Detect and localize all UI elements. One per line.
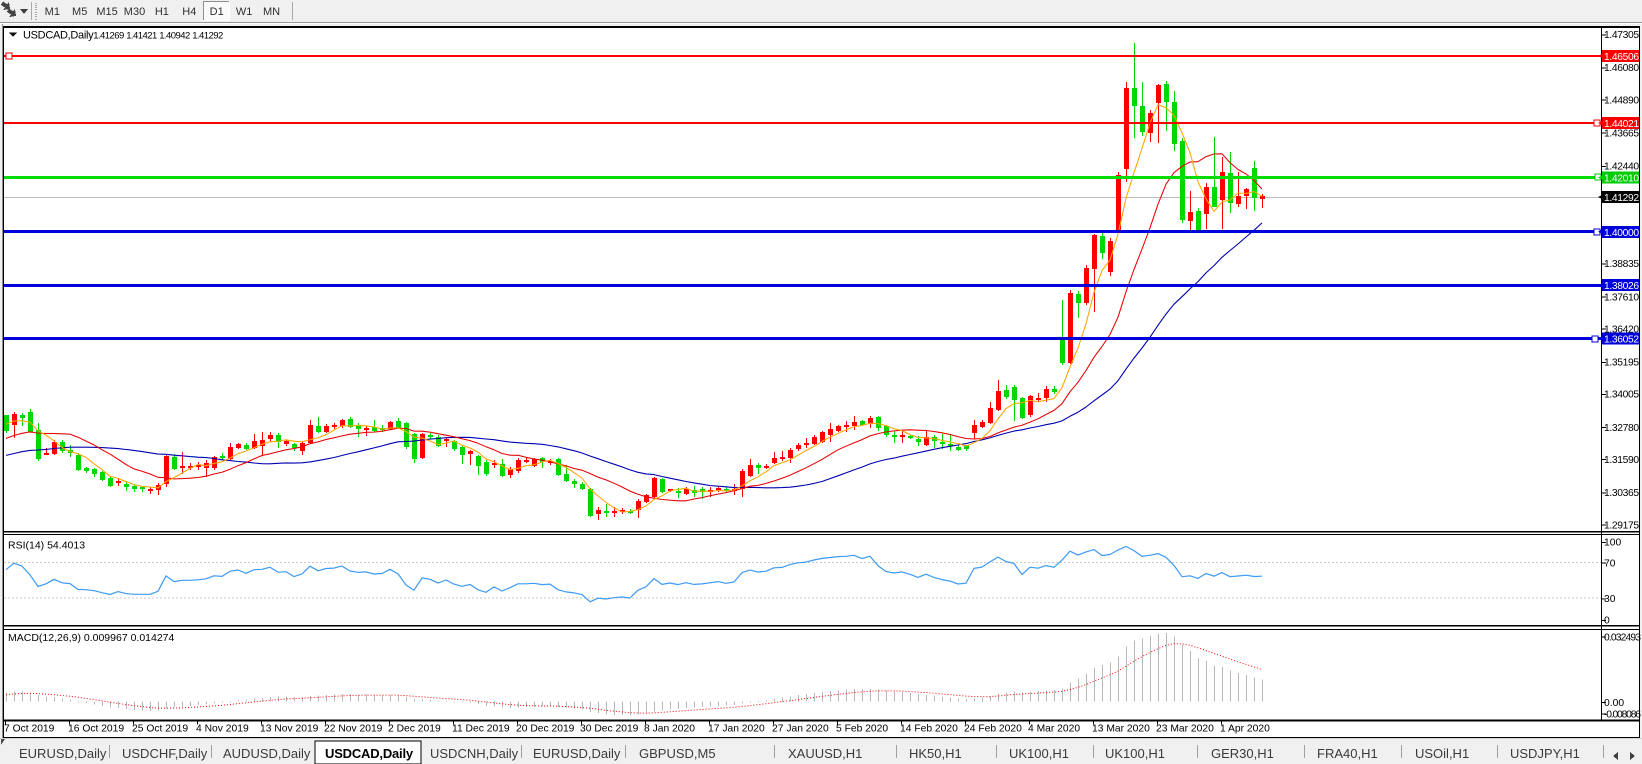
svg-text:MACD(12,26,9) 0.009967 0.01427: MACD(12,26,9) 0.009967 0.014274 [8, 632, 175, 644]
svg-text:USOil,H1: USOil,H1 [1415, 746, 1469, 761]
svg-text:1.29175: 1.29175 [1604, 520, 1639, 531]
svg-text:M15: M15 [96, 6, 117, 18]
svg-text:1.44890: 1.44890 [1604, 95, 1639, 106]
svg-text:17 Jan 2020: 17 Jan 2020 [708, 724, 765, 735]
svg-text:1.38026: 1.38026 [1604, 281, 1639, 292]
svg-text:1.40942: 1.40942 [159, 31, 190, 42]
svg-text:1.31590: 1.31590 [1604, 455, 1639, 466]
svg-text:H4: H4 [182, 6, 196, 18]
svg-text:25 Oct 2019: 25 Oct 2019 [132, 724, 188, 735]
svg-text:2 Dec 2019: 2 Dec 2019 [388, 724, 441, 735]
svg-text:MN: MN [263, 6, 280, 18]
svg-text:USDCAD,Daily: USDCAD,Daily [325, 746, 414, 761]
svg-text:M1: M1 [45, 6, 60, 18]
svg-text:14 Feb 2020: 14 Feb 2020 [900, 724, 958, 735]
svg-text:0: 0 [1604, 616, 1610, 627]
svg-text:1.37610: 1.37610 [1604, 292, 1639, 303]
svg-text:1.41292: 1.41292 [192, 31, 223, 42]
svg-text:1.44021: 1.44021 [1604, 119, 1639, 130]
svg-text:1.36052: 1.36052 [1604, 335, 1639, 346]
svg-text:1.43665: 1.43665 [1604, 129, 1639, 140]
svg-text:H1: H1 [155, 6, 169, 18]
svg-text:1.30365: 1.30365 [1604, 488, 1639, 499]
svg-text:70: 70 [1604, 558, 1616, 569]
svg-text:8 Jan 2020: 8 Jan 2020 [644, 724, 695, 735]
svg-text:HK50,H1: HK50,H1 [909, 746, 962, 761]
svg-text:D1: D1 [210, 6, 224, 18]
svg-text:1.46506: 1.46506 [1604, 52, 1639, 63]
svg-text:0.00: 0.00 [1604, 698, 1624, 709]
svg-text:5 Feb 2020: 5 Feb 2020 [836, 724, 888, 735]
svg-text:USDJPY,H1: USDJPY,H1 [1510, 746, 1580, 761]
svg-text:4 Nov 2019: 4 Nov 2019 [196, 724, 249, 735]
svg-text:30 Dec 2019: 30 Dec 2019 [580, 724, 639, 735]
svg-text:1.41269: 1.41269 [93, 31, 124, 42]
svg-text:USDCNH,Daily: USDCNH,Daily [430, 746, 519, 761]
svg-text:-0.008086: -0.008086 [1604, 709, 1641, 720]
svg-text:1.35195: 1.35195 [1604, 358, 1639, 369]
svg-text:EURUSD,Daily: EURUSD,Daily [19, 746, 107, 761]
svg-text:20 Dec 2019: 20 Dec 2019 [516, 724, 575, 735]
svg-text:AUDUSD,Daily: AUDUSD,Daily [223, 746, 311, 761]
svg-text:USDCAD,Daily: USDCAD,Daily [23, 30, 94, 42]
svg-text:UK100,H1: UK100,H1 [1105, 746, 1165, 761]
svg-text:1.42010: 1.42010 [1604, 174, 1639, 185]
svg-text:4 Mar 2020: 4 Mar 2020 [1028, 724, 1080, 735]
svg-text:13 Mar 2020: 13 Mar 2020 [1092, 724, 1150, 735]
svg-text:11 Dec 2019: 11 Dec 2019 [452, 724, 510, 735]
svg-text:1.32780: 1.32780 [1604, 423, 1639, 434]
svg-text:16 Oct 2019: 16 Oct 2019 [68, 724, 124, 735]
svg-text:30: 30 [1604, 594, 1616, 605]
svg-text:1.40000: 1.40000 [1604, 228, 1639, 239]
svg-text:FRA40,H1: FRA40,H1 [1317, 746, 1378, 761]
svg-text:1.41421: 1.41421 [126, 31, 157, 42]
svg-text:1.36420: 1.36420 [1604, 324, 1639, 335]
svg-text:RSI(14) 54.4013: RSI(14) 54.4013 [8, 540, 85, 552]
svg-text:EURUSD,Daily: EURUSD,Daily [533, 746, 621, 761]
svg-text:1.38835: 1.38835 [1604, 259, 1639, 270]
svg-text:GER30,H1: GER30,H1 [1211, 746, 1274, 761]
svg-text:M30: M30 [124, 6, 145, 18]
svg-text:1.34005: 1.34005 [1604, 390, 1639, 401]
svg-text:UK100,H1: UK100,H1 [1009, 746, 1069, 761]
svg-text:1.46080: 1.46080 [1604, 63, 1639, 74]
svg-text:23 Mar 2020: 23 Mar 2020 [1156, 724, 1214, 735]
svg-text:1 Apr 2020: 1 Apr 2020 [1220, 724, 1270, 735]
svg-text:USDCHF,Daily: USDCHF,Daily [122, 746, 208, 761]
svg-text:1.47305: 1.47305 [1604, 30, 1639, 41]
svg-text:M5: M5 [72, 6, 87, 18]
svg-text:22 Nov 2019: 22 Nov 2019 [324, 724, 383, 735]
svg-text:0.032493: 0.032493 [1604, 632, 1641, 643]
svg-text:7 Oct 2019: 7 Oct 2019 [4, 724, 55, 735]
svg-text:W1: W1 [236, 6, 253, 18]
svg-text:100: 100 [1604, 538, 1621, 549]
svg-text:27 Jan 2020: 27 Jan 2020 [772, 724, 829, 735]
svg-text:13 Nov 2019: 13 Nov 2019 [260, 724, 319, 735]
svg-text:1.41292: 1.41292 [1604, 193, 1639, 204]
svg-text:GBPUSD,M5: GBPUSD,M5 [639, 746, 716, 761]
svg-text:1.42440: 1.42440 [1604, 162, 1639, 173]
svg-text:XAUUSD,H1: XAUUSD,H1 [788, 746, 862, 761]
svg-text:24 Feb 2020: 24 Feb 2020 [964, 724, 1022, 735]
